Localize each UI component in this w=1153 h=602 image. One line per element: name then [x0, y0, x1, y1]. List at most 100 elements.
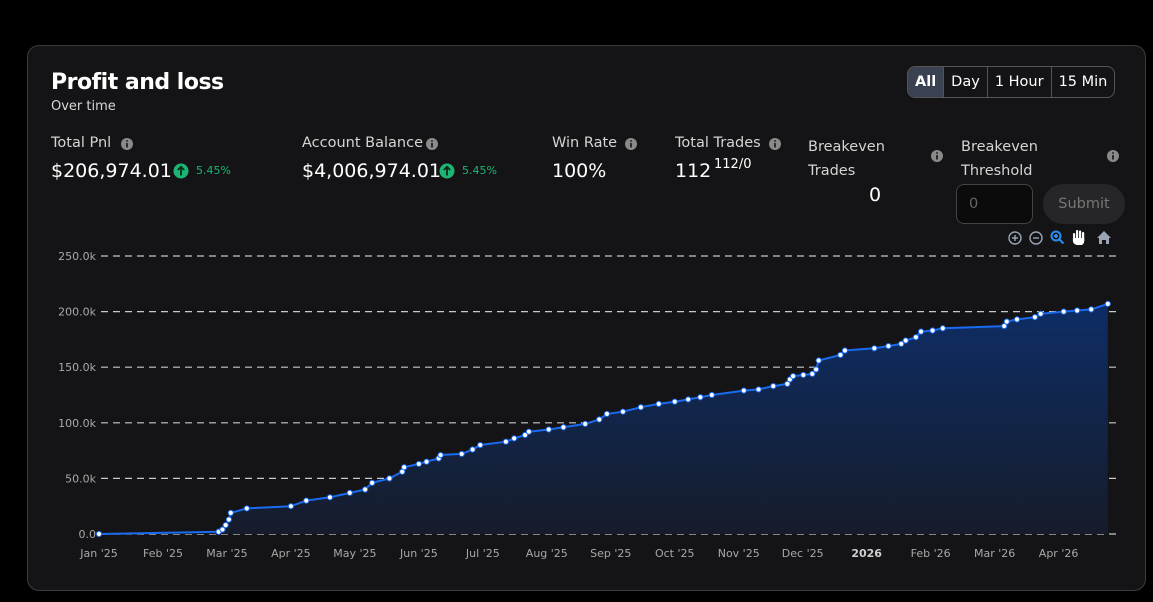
- point: [219, 526, 226, 533]
- point: [790, 372, 797, 380]
- point: [929, 327, 936, 334]
- point: [770, 383, 777, 390]
- point: [362, 486, 369, 493]
- up-badge: [439, 163, 455, 179]
- point: [917, 328, 925, 335]
- zoom-tool[interactable]: [1050, 230, 1065, 245]
- zoom-out-tool[interactable]: [1029, 231, 1043, 245]
- point: [303, 497, 310, 504]
- point: [346, 489, 353, 496]
- point: [582, 420, 589, 428]
- point: [545, 426, 552, 433]
- point: [708, 391, 715, 399]
- info-icon: [426, 138, 438, 150]
- point: [1003, 318, 1010, 325]
- point: [871, 345, 878, 352]
- info-icon: [1107, 150, 1119, 162]
- point: [841, 347, 849, 354]
- x-tick-label: Apr '26: [1039, 547, 1079, 560]
- zoom-in-tool[interactable]: [1008, 231, 1022, 245]
- point: [697, 394, 704, 401]
- point: [1031, 314, 1039, 321]
- point: [521, 431, 529, 439]
- point: [912, 334, 920, 341]
- point: [784, 380, 791, 387]
- point: [800, 371, 807, 379]
- stat-label: Total Pnl: [51, 135, 112, 151]
- x-tick-label: Jul '25: [465, 547, 500, 560]
- point: [637, 404, 644, 411]
- title: Profit and loss: [51, 70, 224, 95]
- submit-button[interactable]: Submit: [1043, 184, 1125, 224]
- range-button[interactable]: 1 Hour: [986, 67, 1051, 97]
- stat-label: Breakeven Trades: [808, 139, 885, 179]
- x-tick-label: 2026: [851, 547, 882, 560]
- range-selector: All Day 1 Hour 15 Min: [907, 66, 1116, 98]
- point: [1074, 307, 1081, 314]
- x-tick-label: Mar '25: [206, 547, 247, 560]
- x-tick-label: Jan '25: [79, 547, 117, 560]
- area: [99, 303, 1108, 534]
- point: [469, 446, 476, 453]
- point: [1060, 308, 1067, 315]
- point: [222, 522, 229, 529]
- info-icon: [625, 138, 637, 150]
- stat-value: 100%: [552, 160, 607, 182]
- point: [671, 398, 678, 405]
- point: [560, 424, 567, 431]
- point: [225, 516, 232, 523]
- point: [525, 428, 532, 435]
- info-icons: [121, 138, 1119, 162]
- x-tick-label: Aug '25: [526, 547, 568, 560]
- threshold-input[interactable]: 0: [956, 184, 1033, 224]
- point: [1013, 316, 1021, 323]
- point: [437, 451, 444, 459]
- point: [1088, 306, 1095, 313]
- point: [243, 505, 250, 512]
- point: [95, 530, 103, 538]
- point: [227, 509, 234, 516]
- point: [740, 387, 747, 394]
- point: [603, 410, 611, 418]
- point: [885, 342, 892, 350]
- stat-label: Account Balance: [302, 135, 423, 151]
- y-tick-label: 200.0k: [58, 306, 96, 319]
- point: [596, 416, 603, 423]
- reset-tool[interactable]: [1097, 231, 1111, 244]
- point: [685, 396, 692, 403]
- x-tick-label: Apr '25: [271, 547, 311, 560]
- stat-label: Total Trades: [675, 135, 761, 151]
- point: [755, 386, 762, 393]
- y-tick-label: 250.0k: [58, 250, 96, 263]
- stat-value: $4,006,974.01: [302, 160, 442, 182]
- range-button[interactable]: All: [908, 67, 944, 97]
- range-button[interactable]: Day: [943, 67, 987, 97]
- point: [1037, 310, 1044, 317]
- point: [898, 340, 905, 347]
- info-icon: [931, 150, 943, 162]
- x-tick-label: Jun '25: [399, 547, 438, 560]
- point: [423, 458, 430, 465]
- point: [837, 351, 844, 359]
- point: [326, 494, 334, 501]
- stat-value: 0: [869, 184, 882, 206]
- x-tick-label: Nov '25: [718, 547, 760, 560]
- pan-tool[interactable]: [1072, 230, 1085, 245]
- x-tick-label: Feb '25: [143, 547, 183, 560]
- stat-detail: 112/0: [714, 157, 752, 172]
- info-icon: [769, 138, 781, 150]
- point: [511, 435, 518, 442]
- point: [287, 503, 295, 510]
- x-tick-label: Dec '25: [782, 547, 824, 560]
- range-button[interactable]: 15 Min: [1050, 67, 1115, 97]
- point: [815, 357, 822, 364]
- y-tick-label: 0.0: [79, 528, 97, 541]
- point: [1001, 322, 1008, 330]
- stat-label: Breakeven Threshold: [961, 139, 1038, 179]
- point: [458, 450, 465, 458]
- point: [939, 325, 946, 332]
- point: [401, 464, 408, 471]
- point: [655, 400, 662, 407]
- point: [619, 408, 627, 415]
